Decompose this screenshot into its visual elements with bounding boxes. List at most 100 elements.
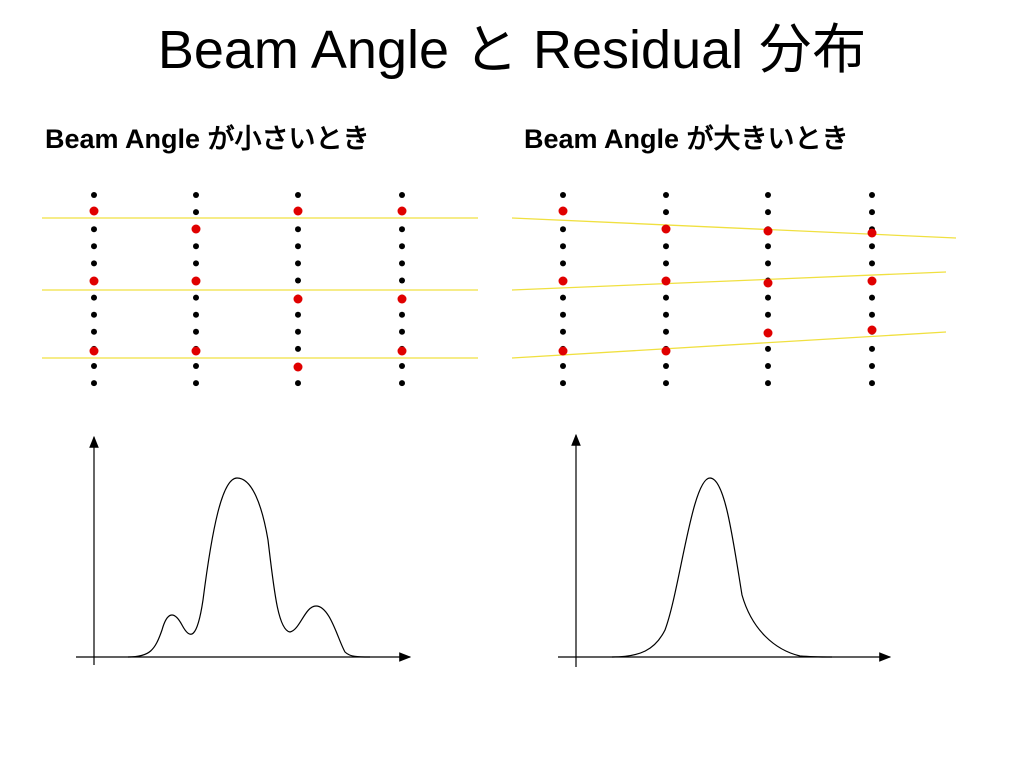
dot [295, 328, 301, 335]
dot [663, 243, 669, 250]
hit [89, 276, 99, 286]
dot [399, 380, 405, 387]
dot [91, 243, 97, 250]
dot [399, 243, 405, 250]
dot [91, 260, 97, 267]
hit [397, 206, 407, 216]
dot [91, 363, 97, 369]
hit [558, 346, 568, 356]
fit-lines [42, 217, 957, 359]
slide-title: Beam Angle と Residual 分布 [158, 20, 866, 80]
dot [663, 192, 669, 198]
dot [663, 260, 669, 267]
dot [295, 311, 301, 318]
hit [763, 226, 773, 236]
dot [663, 380, 669, 387]
hit [293, 294, 303, 304]
dot [295, 192, 301, 198]
dot [765, 192, 771, 198]
dot [193, 380, 199, 387]
hit [293, 206, 303, 216]
dot [765, 260, 771, 267]
dot [869, 363, 875, 369]
dot [869, 243, 875, 250]
dot [663, 209, 669, 216]
dot [295, 277, 301, 284]
dot [91, 311, 97, 318]
dot [399, 226, 405, 233]
dot [663, 294, 669, 301]
dot [663, 328, 669, 335]
dot [295, 380, 301, 387]
dot [193, 243, 199, 250]
dot [560, 226, 566, 233]
hit [867, 228, 877, 238]
dot [663, 311, 669, 318]
dot [560, 328, 566, 335]
hit [763, 278, 773, 288]
dot [193, 260, 199, 267]
distribution-left [76, 435, 412, 665]
dot [560, 311, 566, 318]
hit [661, 346, 671, 356]
curve [127, 477, 371, 658]
hit [661, 276, 671, 286]
dot [560, 260, 566, 267]
dot [869, 209, 875, 216]
dot [193, 363, 199, 369]
dot [869, 294, 875, 301]
hit [558, 206, 568, 216]
dot [765, 363, 771, 369]
dot [193, 209, 199, 216]
dot [193, 294, 199, 301]
distribution-right [558, 433, 892, 667]
hit [191, 276, 201, 286]
hit [397, 294, 407, 304]
dot [765, 380, 771, 387]
dot [399, 311, 405, 318]
hit [191, 224, 201, 234]
dot [91, 380, 97, 387]
detector-dots [91, 192, 875, 387]
track-line [511, 331, 947, 359]
hit [867, 276, 877, 286]
dot [399, 192, 405, 198]
dot [193, 328, 199, 335]
dot [765, 345, 771, 352]
dot [560, 380, 566, 387]
dot [399, 277, 405, 284]
dot [91, 328, 97, 335]
dot [295, 260, 301, 267]
track-line [511, 217, 957, 239]
dot [869, 260, 875, 267]
dot [869, 380, 875, 387]
hit-dots [89, 206, 877, 372]
hit [89, 346, 99, 356]
dot [399, 363, 405, 369]
dot [399, 328, 405, 335]
dot [91, 294, 97, 301]
dot [295, 345, 301, 352]
hit [867, 325, 877, 335]
hit [661, 224, 671, 234]
dot [193, 311, 199, 318]
hit [89, 206, 99, 216]
dot [765, 209, 771, 216]
dot [295, 226, 301, 233]
dot [560, 243, 566, 250]
dot [869, 311, 875, 318]
dot [193, 192, 199, 198]
dot [663, 363, 669, 369]
dot [560, 192, 566, 198]
dot [295, 243, 301, 250]
dot [91, 192, 97, 198]
curve [611, 477, 833, 658]
hit [397, 346, 407, 356]
panel-label: Beam Angle が小さいとき [45, 123, 370, 154]
hit [558, 276, 568, 286]
hit [191, 346, 201, 356]
hit [763, 328, 773, 338]
dot [399, 260, 405, 267]
dot [560, 294, 566, 301]
